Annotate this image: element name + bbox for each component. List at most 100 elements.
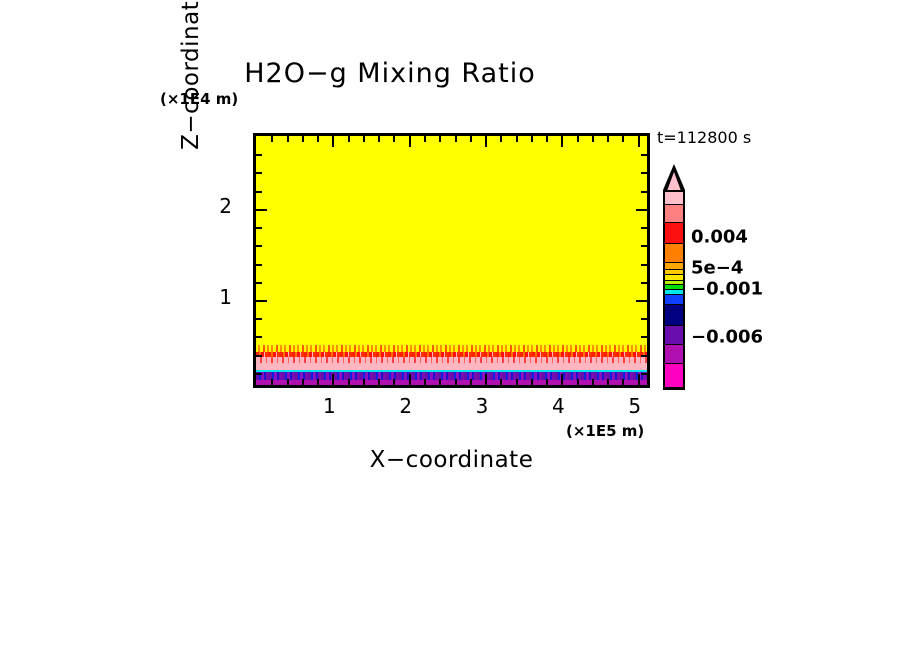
colorbar-tick-label: 0.004 — [691, 226, 748, 248]
tick-mark — [256, 227, 262, 230]
colorbar-band-amber — [665, 263, 683, 270]
field-layer-upper-atmosphere — [256, 136, 647, 352]
colorbar-band-yellow — [665, 275, 683, 281]
tick-mark — [641, 372, 647, 375]
tick-mark — [439, 379, 442, 385]
colorbar — [663, 190, 685, 390]
tick-mark — [546, 136, 549, 142]
tick-mark — [317, 136, 320, 142]
tick-mark — [641, 154, 647, 157]
colorbar-band-orange — [665, 244, 683, 264]
tick-mark — [622, 379, 625, 385]
x-tick-label: 5 — [628, 394, 642, 418]
tick-mark — [469, 136, 472, 142]
x-axis-title: X−coordinate — [369, 447, 534, 473]
tick-mark — [332, 136, 335, 147]
colorbar-band-purple-magenta — [665, 345, 683, 364]
tick-mark — [256, 190, 262, 193]
tick-mark — [561, 136, 564, 147]
tick-mark — [641, 190, 647, 193]
tick-mark — [636, 208, 647, 211]
tick-mark — [641, 227, 647, 230]
tick-mark — [637, 374, 640, 385]
field-layer-pink-layer — [256, 357, 647, 371]
tick-mark — [286, 136, 289, 142]
colorbar-band-light-pink — [665, 192, 683, 206]
tick-mark — [591, 136, 594, 142]
x-tick-label: 1 — [322, 394, 336, 418]
tick-mark — [362, 136, 365, 142]
tick-mark — [256, 263, 262, 266]
field-layer-cyan-line — [256, 370, 647, 373]
tick-mark — [576, 136, 579, 142]
tick-mark — [641, 354, 647, 357]
tick-mark — [256, 354, 262, 357]
tick-mark — [530, 136, 533, 142]
tick-mark — [641, 281, 647, 284]
colorbar-band-cyan — [665, 290, 683, 296]
x-tick-label: 2 — [399, 394, 413, 418]
tick-mark — [423, 379, 426, 385]
colorbar-band-navy — [665, 304, 683, 327]
tick-mark — [469, 379, 472, 385]
page-title: H2O−g Mixing Ratio — [244, 58, 536, 89]
tick-mark — [607, 136, 610, 142]
tick-mark — [622, 136, 625, 142]
tick-mark — [641, 245, 647, 248]
tick-mark — [256, 299, 267, 302]
tick-mark — [393, 379, 396, 385]
tick-mark — [301, 379, 304, 385]
y-tick-label: 1 — [219, 284, 232, 309]
tick-mark — [500, 379, 503, 385]
tick-mark — [637, 136, 640, 147]
colorbar-band-violet — [665, 326, 683, 346]
tick-mark — [485, 374, 488, 385]
tick-mark — [362, 379, 365, 385]
field-layer-magenta-base — [256, 379, 647, 385]
tick-mark — [286, 379, 289, 385]
tick-mark — [515, 136, 518, 142]
tick-mark — [256, 281, 262, 284]
tick-mark — [393, 136, 396, 142]
tick-mark — [530, 379, 533, 385]
tick-mark — [591, 379, 594, 385]
y-axis-title: Z−coordinate — [178, 0, 204, 150]
colorbar-band-green — [665, 284, 683, 290]
time-stamp-label: t=112800 s — [657, 128, 752, 147]
tick-mark — [454, 136, 457, 142]
tick-mark — [256, 372, 262, 375]
colorbar-band-blue — [665, 295, 683, 305]
tick-mark — [561, 374, 564, 385]
colorbar-band-gold — [665, 269, 683, 276]
colorbar-tick-label: −0.001 — [691, 278, 764, 300]
tick-mark — [515, 379, 518, 385]
tick-mark — [256, 245, 262, 248]
x-tick-label: 4 — [552, 394, 565, 418]
tick-mark — [576, 379, 579, 385]
plot-area — [253, 133, 650, 388]
tick-mark — [271, 379, 274, 385]
tick-mark — [301, 136, 304, 142]
tick-mark — [332, 374, 335, 385]
tick-mark — [423, 136, 426, 142]
tick-mark — [607, 379, 610, 385]
tick-mark — [485, 136, 488, 147]
tick-mark — [378, 136, 381, 142]
tick-mark — [408, 136, 411, 147]
tick-mark — [641, 336, 647, 339]
tick-mark — [347, 136, 350, 142]
colorbar-tick-label: −0.006 — [691, 326, 764, 348]
colorbar-tick-label: 5e−4 — [691, 257, 744, 279]
tick-mark — [641, 318, 647, 321]
tick-mark — [256, 208, 267, 211]
tick-mark — [454, 379, 457, 385]
colorbar-band-magenta — [665, 363, 683, 388]
y-tick-label: 2 — [219, 193, 232, 218]
y-axis-unit-label: (×1E4 m) — [160, 90, 239, 108]
tick-mark — [500, 136, 503, 142]
tick-mark — [256, 318, 262, 321]
tick-mark — [317, 379, 320, 385]
tick-mark — [271, 136, 274, 142]
colorbar-band-salmon — [665, 205, 683, 223]
colorbar-arrow-icon — [667, 172, 681, 191]
